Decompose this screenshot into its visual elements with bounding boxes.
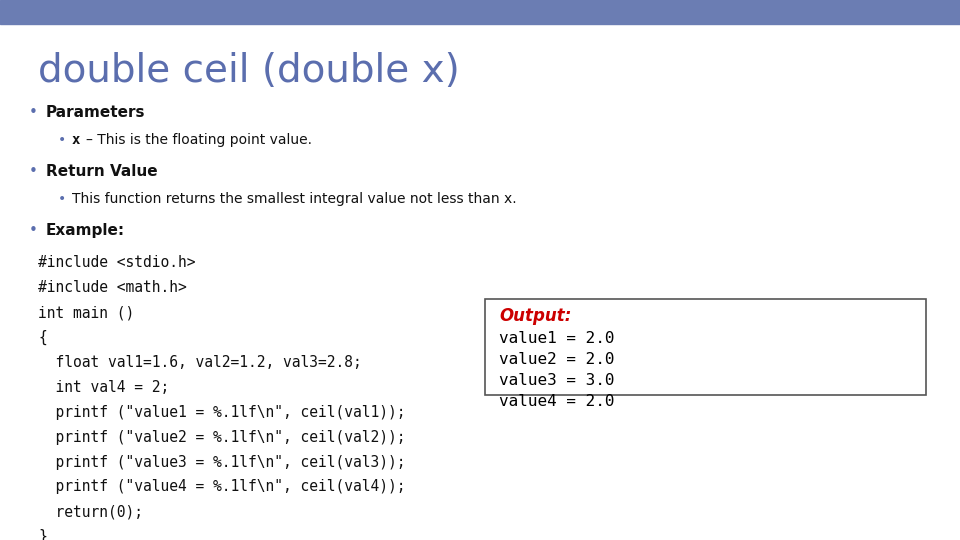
- FancyBboxPatch shape: [485, 299, 926, 395]
- Text: This function returns the smallest integral value not less than x.: This function returns the smallest integ…: [72, 192, 516, 206]
- Text: value1 = 2.0: value1 = 2.0: [499, 331, 614, 346]
- Text: {: {: [38, 330, 47, 345]
- Text: •: •: [29, 105, 37, 120]
- Text: •: •: [58, 133, 66, 147]
- Text: •: •: [29, 222, 37, 238]
- Text: •: •: [29, 164, 37, 179]
- Text: #include <stdio.h>: #include <stdio.h>: [38, 255, 196, 271]
- Text: float val1=1.6, val2=1.2, val3=2.8;: float val1=1.6, val2=1.2, val3=2.8;: [38, 355, 362, 370]
- Text: value2 = 2.0: value2 = 2.0: [499, 352, 614, 367]
- Text: •: •: [58, 192, 66, 206]
- Text: value3 = 3.0: value3 = 3.0: [499, 373, 614, 388]
- Text: return(0);: return(0);: [38, 504, 143, 519]
- Text: printf ("value4 = %.1lf\n", ceil(val4));: printf ("value4 = %.1lf\n", ceil(val4));: [38, 480, 406, 495]
- Text: int val4 = 2;: int val4 = 2;: [38, 380, 170, 395]
- Text: double ceil (double x): double ceil (double x): [38, 52, 460, 90]
- Text: int main (): int main (): [38, 305, 134, 320]
- Text: printf ("value1 = %.1lf\n", ceil(val1));: printf ("value1 = %.1lf\n", ceil(val1));: [38, 405, 406, 420]
- Text: x: x: [72, 133, 81, 147]
- Text: }: }: [38, 529, 47, 540]
- Text: printf ("value2 = %.1lf\n", ceil(val2));: printf ("value2 = %.1lf\n", ceil(val2));: [38, 430, 406, 444]
- Text: – This is the floating point value.: – This is the floating point value.: [86, 133, 312, 147]
- Text: Return Value: Return Value: [46, 164, 157, 179]
- Text: printf ("value3 = %.1lf\n", ceil(val3));: printf ("value3 = %.1lf\n", ceil(val3));: [38, 455, 406, 470]
- Text: value4 = 2.0: value4 = 2.0: [499, 394, 614, 409]
- Text: #include <math.h>: #include <math.h>: [38, 280, 187, 295]
- Text: Example:: Example:: [46, 222, 125, 238]
- Bar: [0, 0, 960, 24]
- Text: Output:: Output:: [499, 307, 571, 325]
- Text: Parameters: Parameters: [46, 105, 146, 120]
